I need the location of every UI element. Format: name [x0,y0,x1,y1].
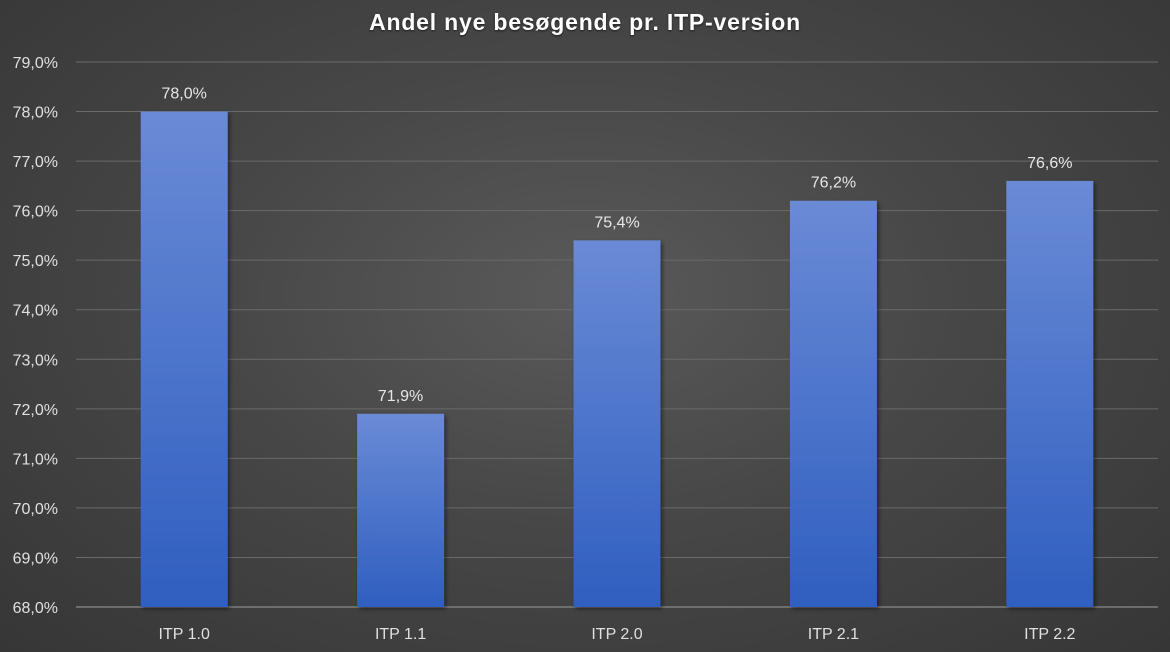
y-axis-ticks: 68,0% 69,0% 70,0% 71,0% 72,0% 73,0% 74,0% 75,0%… [13,55,58,617]
bar [357,413,445,607]
bar [140,111,228,607]
x-tick-label: ITP 2.1 [808,626,859,643]
data-label: 71,9% [378,388,423,405]
chart-title: Andel nye besøgende pr. ITP-version [369,9,801,35]
data-label: 76,2% [811,175,856,192]
x-tick-label: ITP 2.2 [1024,626,1075,643]
data-label: 75,4% [594,214,639,231]
bar [573,240,661,607]
y-tick-label: 73,0% [13,352,58,369]
x-tick-label: ITP 1.1 [375,626,426,643]
y-tick-label: 77,0% [13,154,58,171]
y-tick-label: 78,0% [13,105,58,122]
data-label: 78,0% [162,86,207,103]
y-tick-label: 68,0% [13,600,58,617]
y-tick-label: 76,0% [13,204,58,221]
bars [140,111,1094,607]
x-tick-label: ITP 2.0 [591,626,642,643]
x-axis-ticks: ITP 1.0 ITP 1.1 ITP 2.0 ITP 2.1 ITP 2.2 [159,626,1076,643]
bar [789,200,877,607]
y-tick-label: 79,0% [13,55,58,72]
x-tick-label: ITP 1.0 [159,626,210,643]
y-tick-label: 71,0% [13,451,58,468]
y-tick-label: 72,0% [13,402,58,419]
y-tick-label: 69,0% [13,550,58,567]
y-tick-label: 70,0% [13,501,58,518]
bar [1006,180,1094,607]
data-label: 76,6% [1027,155,1072,172]
y-tick-label: 74,0% [13,303,58,320]
data-labels: 78,0% 71,9% 75,4% 76,2% 76,6% [162,86,1073,405]
y-tick-label: 75,0% [13,253,58,270]
